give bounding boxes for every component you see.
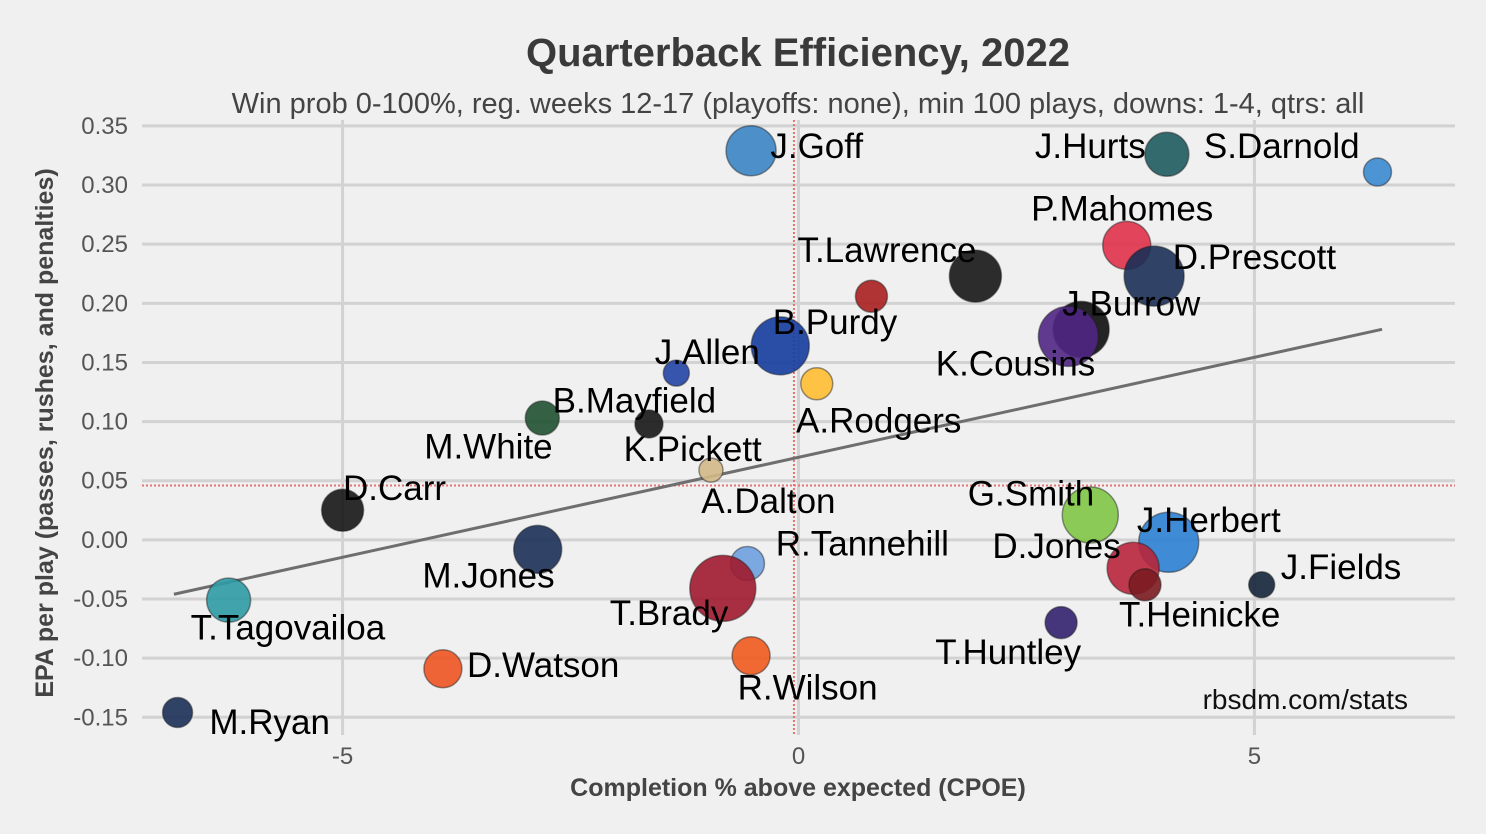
qb-label: G.Smith [968, 475, 1094, 514]
y-axis-title: EPA per play (passes, rushes, and penalt… [31, 168, 59, 697]
y-tick-label: -0.10 [73, 645, 128, 672]
qb-point [512, 524, 563, 575]
x-tick-label: 0 [792, 743, 805, 770]
qb-point [205, 577, 252, 623]
qb-label: A.Rodgers [796, 401, 961, 440]
qb-point [320, 488, 365, 533]
qb-label: M.Ryan [209, 703, 330, 742]
y-tick-label: 0.30 [81, 172, 128, 199]
qb-point [698, 457, 724, 483]
qb-label: M.White [424, 427, 552, 466]
qb-label: J.Fields [1281, 548, 1402, 587]
y-tick-label: 0.05 [81, 468, 128, 495]
qb-point [854, 279, 889, 313]
qb-label: M.Jones [422, 556, 554, 595]
qb-label: R.Wilson [738, 669, 878, 708]
qb-point [161, 696, 194, 729]
qb-label: B.Mayfield [553, 381, 716, 420]
source-credit: rbsdm.com/stats [1203, 684, 1408, 715]
x-tick-label: 5 [1248, 743, 1261, 770]
y-axis-ticks: -0.15 -0.10 -0.05 0.00 0.05 0.10 0.15 0.20 0.25 0… [73, 113, 128, 731]
trend-line [173, 327, 1383, 596]
qb-point [689, 554, 757, 623]
qb-label: R.Tannehill [776, 524, 949, 563]
qb-label: P.Mahomes [1031, 190, 1213, 229]
qb-label: S.Darnold [1204, 127, 1360, 166]
x-axis-title: Completion % above expected (CPOE) [570, 774, 1026, 802]
qb-point [1123, 245, 1185, 307]
qb-label: J.Hurts [1035, 127, 1146, 166]
x-tick-label: -5 [332, 743, 353, 770]
qb-label: T.Huntley [935, 633, 1081, 672]
qb-point [799, 366, 834, 401]
y-tick-label: 0.25 [81, 231, 128, 258]
qb-label: B.Purdy [773, 303, 898, 342]
qb-label: K.Pickett [624, 430, 762, 469]
qb-label: D.Prescott [1173, 238, 1337, 277]
qb-point [750, 316, 811, 376]
y-tick-label: -0.15 [73, 704, 128, 731]
qb-label: T.Brady [610, 594, 729, 633]
qb-point [423, 649, 463, 689]
y-tick-label: 0.00 [81, 527, 128, 554]
chart-subtitle: Win prob 0-100%, reg. weeks 12-17 (playo… [232, 88, 1365, 120]
qb-point [1044, 605, 1078, 640]
qb-point [1037, 305, 1100, 368]
qb-point [662, 359, 691, 387]
qb-label: T.Lawrence [797, 231, 976, 270]
qb-point [634, 409, 664, 439]
chart-title: Quarterback Efficiency, 2022 [526, 31, 1070, 75]
qb-label: J.Allen [655, 333, 760, 372]
qb-point [1362, 157, 1393, 187]
y-tick-label: -0.05 [73, 586, 128, 613]
qb-label: K.Cousins [936, 345, 1096, 384]
qb-label: D.Watson [467, 646, 619, 685]
qb-label: T.Heinicke [1119, 595, 1280, 634]
qb-point [725, 125, 777, 177]
regression-line [173, 327, 1383, 596]
qb-point [948, 249, 1003, 303]
grid-lines [142, 120, 1455, 735]
y-tick-label: 0.10 [81, 409, 128, 436]
qb-point [1247, 571, 1276, 599]
qb-point [524, 400, 561, 436]
qb-point [731, 636, 771, 676]
qb-point [1144, 131, 1190, 178]
qb-point [1128, 568, 1162, 602]
qb-label: D.Carr [343, 469, 446, 508]
x-axis-ticks: -5 0 5 [332, 743, 1261, 770]
data-points [161, 125, 1393, 729]
point-labels: J.Goff J.Hurts S.Darnold P.Mahomes T.Lawrenc… [191, 127, 1402, 742]
qb-label: A.Dalton [701, 482, 835, 521]
qb-label: J.Herbert [1137, 501, 1281, 540]
qb-label: T.Tagovailoa [191, 608, 386, 647]
y-tick-label: 0.35 [81, 113, 128, 140]
qb-point [1061, 486, 1120, 544]
qb-label: D.Jones [992, 527, 1120, 566]
mean-reference-lines [142, 120, 1455, 735]
qb-label: J.Goff [770, 127, 863, 166]
qb-label: J.Burrow [1062, 284, 1201, 323]
y-tick-label: 0.15 [81, 349, 128, 376]
y-tick-label: 0.20 [81, 290, 128, 317]
